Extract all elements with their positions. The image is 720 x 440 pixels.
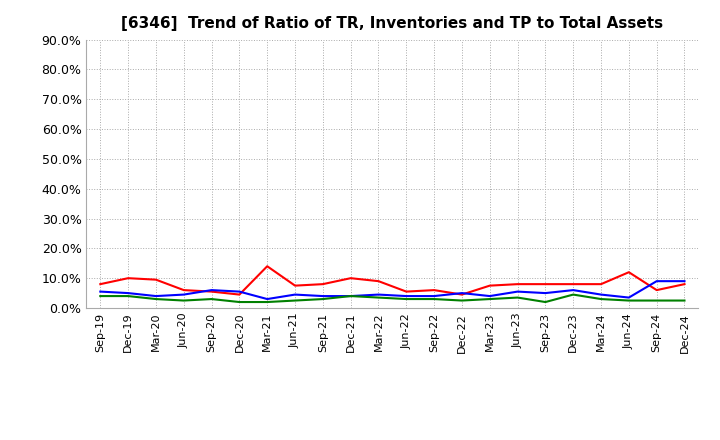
Inventories [624, 295, 633, 300]
Trade Payables [263, 299, 271, 304]
Trade Receivables [597, 282, 606, 287]
Inventories [263, 297, 271, 302]
Trade Payables [235, 299, 243, 304]
Trade Payables [541, 299, 550, 304]
Trade Payables [485, 297, 494, 302]
Trade Payables [152, 297, 161, 302]
Trade Payables [597, 297, 606, 302]
Inventories [569, 287, 577, 293]
Title: [6346]  Trend of Ratio of TR, Inventories and TP to Total Assets: [6346] Trend of Ratio of TR, Inventories… [122, 16, 663, 32]
Trade Receivables [152, 277, 161, 282]
Inventories [374, 292, 383, 297]
Trade Payables [207, 297, 216, 302]
Trade Receivables [179, 287, 188, 293]
Trade Payables [569, 292, 577, 297]
Trade Receivables [207, 289, 216, 294]
Inventories [458, 290, 467, 296]
Trade Receivables [652, 287, 661, 293]
Trade Payables [680, 298, 689, 303]
Trade Receivables [680, 282, 689, 287]
Trade Receivables [374, 279, 383, 284]
Trade Receivables [624, 270, 633, 275]
Trade Receivables [346, 275, 355, 281]
Line: Trade Receivables: Trade Receivables [100, 266, 685, 295]
Trade Payables [291, 298, 300, 303]
Trade Receivables [458, 292, 467, 297]
Inventories [318, 293, 327, 299]
Inventories [179, 292, 188, 297]
Trade Receivables [124, 275, 132, 281]
Trade Payables [124, 293, 132, 299]
Inventories [152, 293, 161, 299]
Inventories [513, 289, 522, 294]
Trade Receivables [96, 282, 104, 287]
Trade Payables [458, 298, 467, 303]
Inventories [124, 290, 132, 296]
Trade Payables [513, 295, 522, 300]
Inventories [402, 293, 410, 299]
Inventories [430, 293, 438, 299]
Trade Payables [374, 295, 383, 300]
Trade Payables [624, 298, 633, 303]
Inventories [652, 279, 661, 284]
Trade Receivables [430, 287, 438, 293]
Trade Receivables [513, 282, 522, 287]
Trade Receivables [291, 283, 300, 288]
Inventories [96, 289, 104, 294]
Inventories [291, 292, 300, 297]
Line: Trade Payables: Trade Payables [100, 295, 685, 302]
Trade Payables [402, 297, 410, 302]
Inventories [207, 287, 216, 293]
Inventories [541, 290, 550, 296]
Trade Payables [179, 298, 188, 303]
Trade Receivables [485, 283, 494, 288]
Inventories [597, 292, 606, 297]
Trade Receivables [402, 289, 410, 294]
Trade Receivables [541, 282, 550, 287]
Inventories [680, 279, 689, 284]
Trade Receivables [318, 282, 327, 287]
Trade Payables [430, 297, 438, 302]
Inventories [485, 293, 494, 299]
Inventories [346, 293, 355, 299]
Trade Receivables [569, 282, 577, 287]
Line: Inventories: Inventories [100, 281, 685, 299]
Trade Payables [652, 298, 661, 303]
Trade Receivables [235, 292, 243, 297]
Trade Payables [96, 293, 104, 299]
Trade Payables [346, 293, 355, 299]
Trade Payables [318, 297, 327, 302]
Trade Receivables [263, 264, 271, 269]
Inventories [235, 289, 243, 294]
